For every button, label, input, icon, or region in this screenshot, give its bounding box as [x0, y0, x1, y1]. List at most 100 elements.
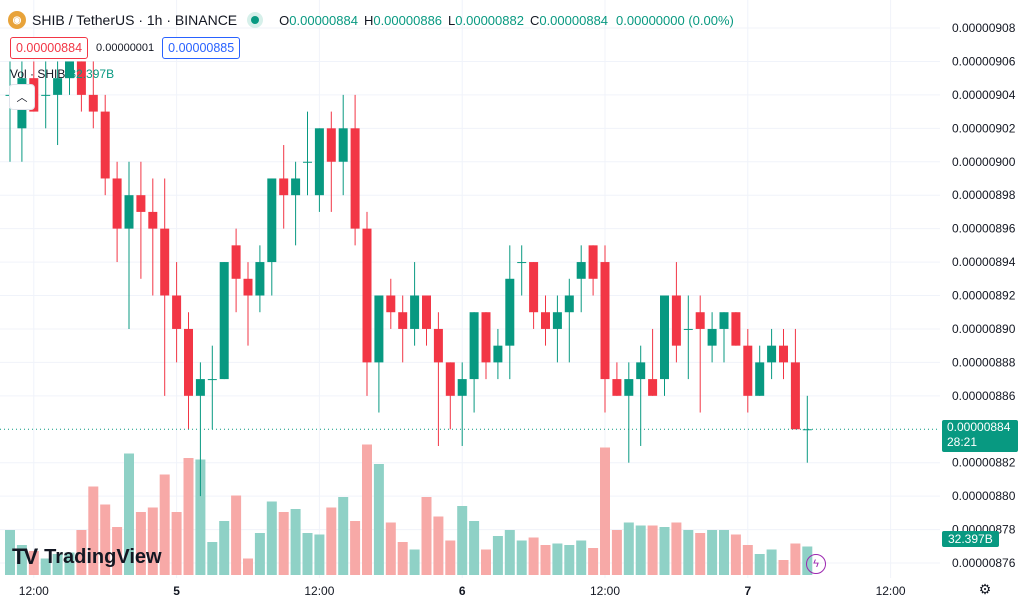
price-tick-label: 0.00000900 [952, 155, 1016, 169]
volume-label: Vol · SHIB [10, 67, 66, 81]
market-open-dot-icon[interactable] [251, 16, 260, 24]
candle [100, 94, 110, 196]
candle [65, 61, 74, 95]
volume-bar [207, 542, 218, 575]
candle [529, 262, 539, 329]
price-tick-label: 0.00000876 [952, 556, 1016, 570]
candle [755, 345, 765, 396]
volume-bar [88, 486, 99, 575]
candle [719, 312, 729, 363]
tradingview-logo[interactable]: TV TradingView [12, 544, 162, 570]
candle [267, 178, 277, 296]
volume-bar [754, 554, 765, 575]
candle-body [326, 128, 336, 162]
buy-button[interactable]: 0.00000885 [162, 37, 241, 59]
candle-body [469, 312, 479, 380]
candle-body [267, 178, 277, 263]
candle-body [505, 278, 515, 346]
candle [552, 295, 562, 363]
volume-bar [433, 516, 444, 575]
candle-body [600, 262, 610, 380]
chevron-up-icon[interactable]: ︿ [9, 84, 35, 110]
volume-bar [492, 536, 503, 575]
candle [457, 362, 467, 446]
candlesticks [5, 61, 812, 497]
candle-body [410, 295, 420, 329]
symbol-legend[interactable]: ◉ SHIB / TetherUS · 1h · BINANCE O 0.0000… [8, 10, 734, 30]
candle-body [422, 295, 431, 329]
volume-bar [719, 530, 729, 575]
volume-bar [635, 525, 646, 575]
volume-bar [302, 533, 313, 575]
high-label: H [363, 12, 374, 28]
candle-body [255, 262, 265, 296]
candle [671, 262, 681, 363]
candle-body [671, 295, 681, 346]
candle-body [481, 312, 491, 363]
volume-bar [623, 522, 634, 575]
candle-body [100, 111, 110, 179]
candle [481, 312, 491, 380]
candle [76, 61, 86, 112]
candle-body [398, 312, 408, 329]
volume-legend[interactable]: Vol · SHIB 32.397B [10, 67, 114, 81]
candle [124, 161, 134, 329]
volume-bar [350, 521, 361, 575]
time-tick-label: 6 [459, 584, 466, 598]
volume-bar [100, 504, 111, 575]
volume-bar [373, 464, 384, 575]
volume-bar [243, 558, 253, 575]
candle-body [195, 379, 205, 396]
candle-body [207, 379, 217, 381]
candle [493, 328, 503, 380]
candle-body [529, 262, 539, 313]
price-tick-label: 0.00000902 [952, 121, 1016, 135]
candle [231, 228, 241, 313]
volume-bar [326, 507, 337, 575]
bar-countdown: 28:21 [947, 435, 978, 449]
shib-logo-icon: ◉ [8, 11, 26, 29]
volume-bar [147, 507, 158, 575]
open-label: O [279, 12, 290, 28]
candle-body [172, 295, 182, 329]
volume-bar [540, 545, 551, 575]
candle [291, 161, 301, 246]
candle [398, 295, 408, 363]
time-tick-label: 12:00 [304, 584, 334, 598]
volume-bar [16, 545, 27, 575]
change-value: 0.00000000 (0.00%) [616, 12, 734, 28]
candle-body [53, 78, 63, 95]
candle [243, 262, 253, 346]
volume-bar [219, 521, 230, 575]
candle-body [612, 379, 622, 396]
price-tick-label: 0.00000882 [952, 456, 1016, 470]
symbol-title[interactable]: SHIB / TetherUS · 1h · BINANCE [32, 12, 238, 28]
volume-bar [5, 530, 15, 575]
high-value: 0.00000886 [373, 12, 443, 28]
open-value: 0.00000884 [289, 12, 358, 28]
lightning-icon[interactable]: ϟ [806, 554, 826, 574]
sell-button[interactable]: 0.00000884 [10, 37, 89, 59]
candle-body [445, 362, 455, 396]
candle [136, 161, 146, 279]
candle [362, 211, 372, 396]
trade-buttons: 0.00000884 0.00000001 0.00000885 [10, 37, 241, 59]
volume-bar [338, 497, 349, 575]
volume-value: 32.397B [69, 67, 115, 81]
candle-body [624, 379, 634, 396]
candle-body [802, 429, 812, 431]
candle-body [433, 328, 443, 363]
volume-bar [790, 543, 801, 575]
candle-body [755, 362, 765, 396]
candle-body [695, 312, 705, 329]
time-tick-label: 7 [744, 584, 751, 598]
candle-body [124, 195, 134, 229]
gear-icon[interactable]: ⚙ [978, 580, 992, 597]
price-tick-label: 0.00000892 [952, 289, 1016, 303]
candle [386, 278, 396, 329]
volume-bar [171, 512, 182, 575]
candle [469, 312, 479, 413]
candle [541, 295, 550, 346]
candle-body [374, 295, 384, 363]
